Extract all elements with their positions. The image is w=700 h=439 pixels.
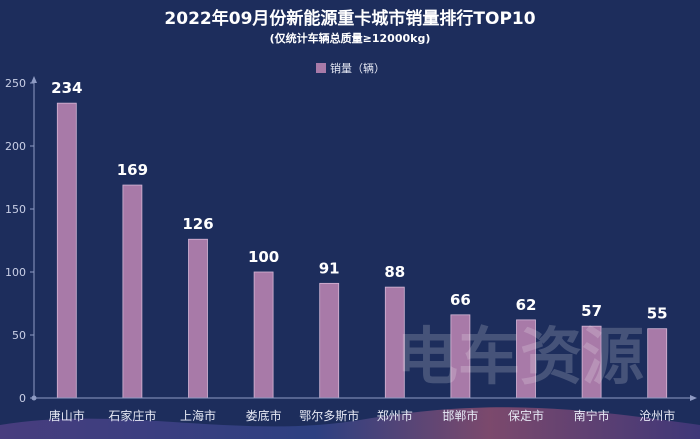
x-axis: 唐山市 石家庄市 上海市 娄底市 鄂尔多斯市 郑州市 邯郸市 保定市 南宁市 沧州市	[31, 395, 697, 423]
x-tick-label: 唐山市	[49, 408, 85, 423]
data-label: 234	[51, 79, 82, 97]
x-tick-label: 郑州市	[377, 408, 413, 423]
x-tick-label: 南宁市	[574, 408, 610, 423]
chart-subtitle: (仅统计车辆总质量≥12000kg)	[270, 31, 431, 45]
data-label: 66	[450, 291, 471, 309]
bar[interactable]	[56, 102, 77, 399]
legend-label: 销量（辆）	[330, 61, 385, 75]
x-tick-label: 邯郸市	[442, 408, 478, 423]
bar[interactable]	[319, 282, 340, 399]
x-tick-label: 娄底市	[246, 408, 282, 423]
bar[interactable]	[253, 271, 274, 399]
data-label: 57	[581, 302, 602, 320]
legend-swatch	[316, 63, 326, 73]
decorative-wave	[0, 407, 700, 439]
y-axis-arrow	[31, 76, 37, 83]
y-tick-label: 250	[5, 77, 26, 90]
bar[interactable]	[122, 184, 143, 399]
data-label: 169	[117, 161, 148, 179]
y-tick-label: 50	[12, 329, 26, 342]
data-label: 88	[384, 263, 405, 281]
x-tick-label: 保定市	[508, 408, 544, 423]
x-axis-arrow	[690, 395, 697, 401]
bar[interactable]	[188, 238, 208, 399]
x-tick-label: 沧州市	[639, 408, 675, 423]
data-label: 100	[248, 248, 279, 266]
x-tick-label: 上海市	[180, 408, 216, 423]
chart-title: 2022年09月份新能源重卡城市销量排行TOP10	[164, 8, 535, 29]
x-tick-label: 石家庄市	[108, 408, 156, 423]
watermark: 电车资源	[396, 320, 644, 393]
data-label: 91	[319, 259, 340, 277]
y-tick-label: 200	[5, 140, 26, 153]
x-tick-label: 鄂尔多斯市	[299, 408, 359, 423]
bar[interactable]	[647, 328, 668, 399]
data-label: 126	[182, 215, 213, 233]
data-label: 55	[647, 305, 668, 323]
axis-origin	[31, 395, 37, 401]
y-tick-label: 0	[19, 392, 26, 405]
y-tick-label: 100	[5, 266, 26, 279]
y-tick-label: 150	[5, 203, 26, 216]
data-label: 62	[516, 296, 537, 314]
legend[interactable]: 销量（辆）	[316, 61, 385, 75]
y-axis: 0 50 100 150 200 250	[5, 76, 37, 405]
